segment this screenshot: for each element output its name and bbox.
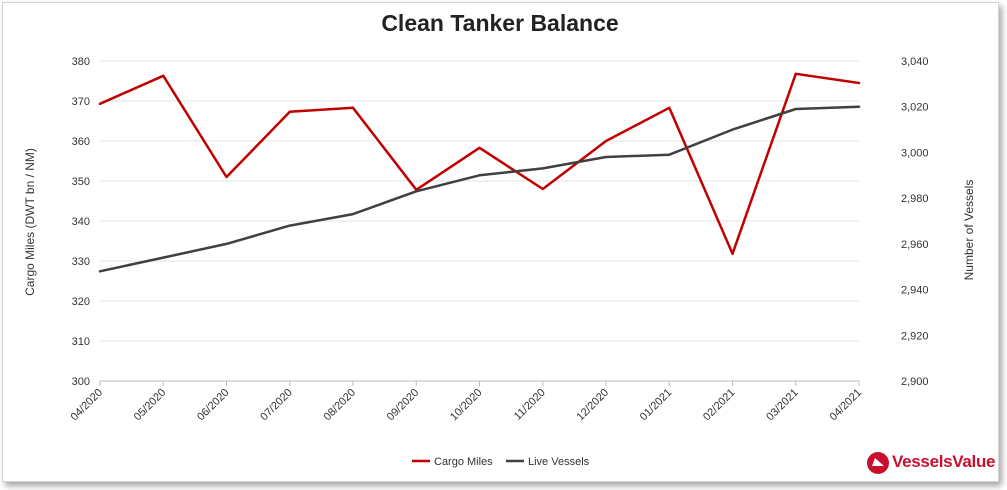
y-left-tick-label: 380 xyxy=(72,56,90,68)
x-tick-label: 01/2021 xyxy=(638,387,675,424)
y-right-tick-label: 3,020 xyxy=(901,102,929,114)
chart-title: Clean Tanker Balance xyxy=(381,10,619,36)
x-tick-label: 03/2021 xyxy=(764,387,801,424)
y-left-tick-label: 350 xyxy=(72,176,90,188)
x-tick-label: 09/2020 xyxy=(385,387,422,424)
x-tick-label: 04/2021 xyxy=(828,387,865,424)
x-tick-label: 06/2020 xyxy=(195,387,232,424)
y-right-tick-label: 2,940 xyxy=(901,285,929,297)
series-line-live-vessels xyxy=(98,105,861,273)
logo-text: VesselsValue xyxy=(892,452,996,471)
x-tick-label: 10/2020 xyxy=(448,387,485,424)
y-left-tick-label: 340 xyxy=(72,216,90,228)
x-tick-label: 12/2020 xyxy=(575,387,612,424)
series-line-cargo-miles xyxy=(98,72,861,256)
y-axis-left-title: Cargo Miles (DWT bn / NM) xyxy=(23,148,37,296)
y-left-tick-label: 320 xyxy=(72,296,90,308)
y-axis-right-title: Number of Vessels xyxy=(962,180,976,281)
y-right-tick-label: 2,980 xyxy=(901,193,929,205)
y-left-tick-label: 300 xyxy=(72,376,90,388)
y-right-tick-label: 3,040 xyxy=(901,56,929,68)
x-tick-label: 11/2020 xyxy=(512,387,548,423)
legend-label: Live Vessels xyxy=(528,456,590,468)
y-left-tick-label: 370 xyxy=(72,96,90,108)
y-left-tick-label: 360 xyxy=(72,136,90,148)
y-right-tick-label: 2,920 xyxy=(901,330,929,342)
x-tick-label: 07/2020 xyxy=(258,387,295,424)
vesselsvalue-logo: VesselsValue xyxy=(866,448,996,478)
y-right-tick-label: 2,900 xyxy=(901,376,929,388)
x-tick-label: 08/2020 xyxy=(322,387,359,424)
y-right-tick-label: 2,960 xyxy=(901,239,929,251)
x-tick-label: 02/2021 xyxy=(701,387,738,424)
y-left-tick-label: 310 xyxy=(72,336,90,348)
y-left-tick-label: 330 xyxy=(72,256,90,268)
x-tick-label: 04/2020 xyxy=(69,387,106,424)
y-right-tick-label: 3,000 xyxy=(901,147,929,159)
x-tick-label: 05/2020 xyxy=(132,387,169,424)
legend-label: Cargo Miles xyxy=(434,456,493,468)
logo-mark-icon xyxy=(867,452,889,474)
